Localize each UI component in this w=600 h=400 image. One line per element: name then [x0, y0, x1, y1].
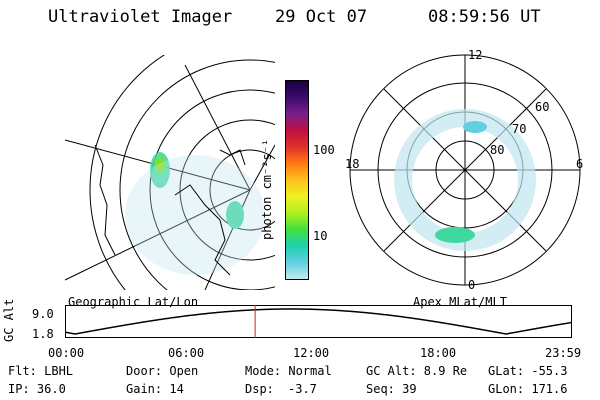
timeline-ylabel: GC Alt	[2, 298, 16, 342]
lat-label-70: 70	[512, 122, 527, 136]
aurora-blob	[463, 121, 487, 133]
gc-alt-info: GC Alt: 8.9 Re	[366, 364, 468, 378]
seq-info: Seq: 39	[366, 382, 417, 396]
altitude-timeline	[65, 305, 572, 338]
colorbar-tick-10: 10	[313, 229, 328, 243]
timeline-ytick-1: 1.8	[32, 327, 54, 341]
geographic-map	[64, 55, 275, 290]
colorbar-unit-label: photon cm⁻²s⁻¹	[260, 138, 274, 240]
date-label: 29 Oct 07	[275, 7, 368, 27]
timeline-xtick-12: 12:00	[293, 346, 330, 360]
lat-label-80: 80	[490, 143, 505, 157]
timeline-xtick-06: 06:00	[168, 346, 205, 360]
mlt-label-6: 6	[576, 157, 584, 171]
mlt-label-18: 18	[345, 157, 360, 171]
glon-info: GLon: 171.6	[488, 382, 568, 396]
colorbar	[285, 80, 309, 280]
mlt-label-12: 12	[468, 48, 483, 62]
mlt-label-0: 0	[468, 278, 476, 292]
time-label: 08:59:56 UT	[428, 7, 541, 27]
door-info: Door: Open	[126, 364, 199, 378]
timeline-xtick-18: 18:00	[420, 346, 457, 360]
aurora-blob	[435, 227, 475, 243]
timeline-xtick-00: 00:00	[48, 346, 85, 360]
colorbar-tick-100: 100	[313, 143, 335, 157]
glat-info: GLat: -55.3	[488, 364, 568, 378]
mode-info: Mode: Normal	[245, 364, 332, 378]
auroral-oval	[394, 109, 536, 251]
dsp-value: -3.7	[288, 382, 317, 396]
filter-info: Flt: LBHL	[8, 364, 74, 378]
app-title: Ultraviolet Imager	[48, 7, 233, 27]
magnetic-polar-map	[349, 54, 581, 286]
ip-info: IP: 36.0	[8, 382, 66, 396]
dsp-label: Dsp:	[245, 382, 274, 396]
lat-label-60: 60	[535, 100, 550, 114]
timeline-ytick-9: 9.0	[32, 307, 54, 321]
geographic-map-grid	[64, 55, 275, 290]
timeline-xtick-2359: 23:59	[545, 346, 582, 360]
altitude-curve	[65, 308, 572, 335]
gain-info: Gain: 14	[126, 382, 184, 396]
